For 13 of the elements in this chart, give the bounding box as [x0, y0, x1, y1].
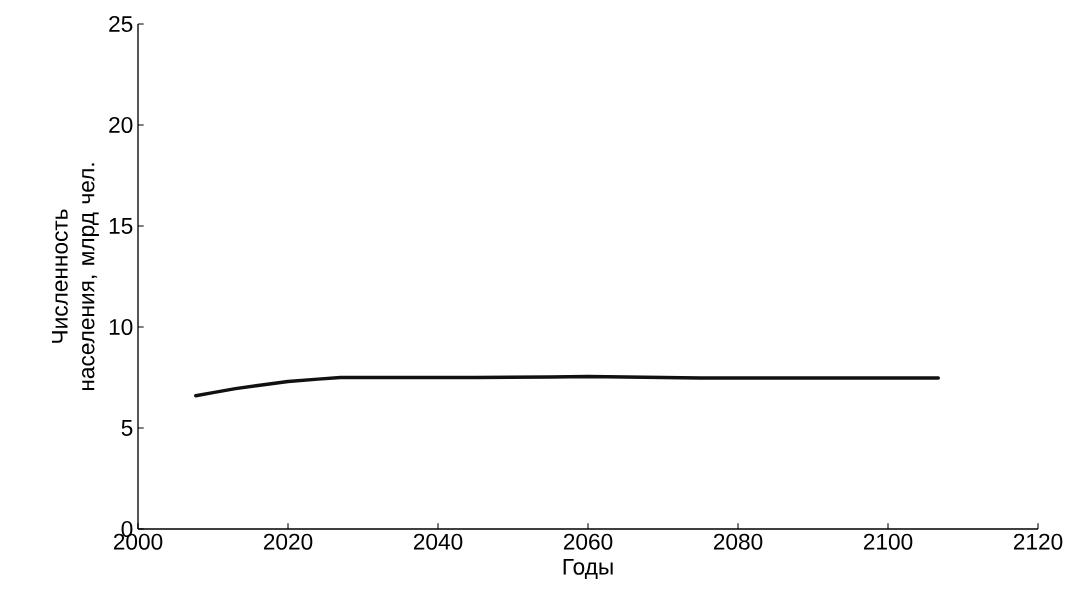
x-tick-label: 2020: [263, 533, 313, 550]
x-axis-title: Годы: [563, 558, 613, 580]
x-tick-label: 2060: [563, 533, 613, 550]
y-axis-title: Численность населения, млрд чел.: [51, 163, 99, 391]
y-tick-label: 15: [109, 218, 133, 234]
x-tick-label: 2120: [1013, 533, 1063, 550]
y-tick-label: 25: [109, 15, 133, 33]
x-tick-label: 2040: [413, 533, 463, 550]
x-tick-label: 2080: [713, 533, 763, 550]
y-tick-label: 10: [109, 318, 133, 336]
y-tick-label: 20: [109, 116, 133, 134]
y-tick-label: 5: [121, 420, 133, 436]
x-tick-label: 2100: [863, 533, 913, 550]
